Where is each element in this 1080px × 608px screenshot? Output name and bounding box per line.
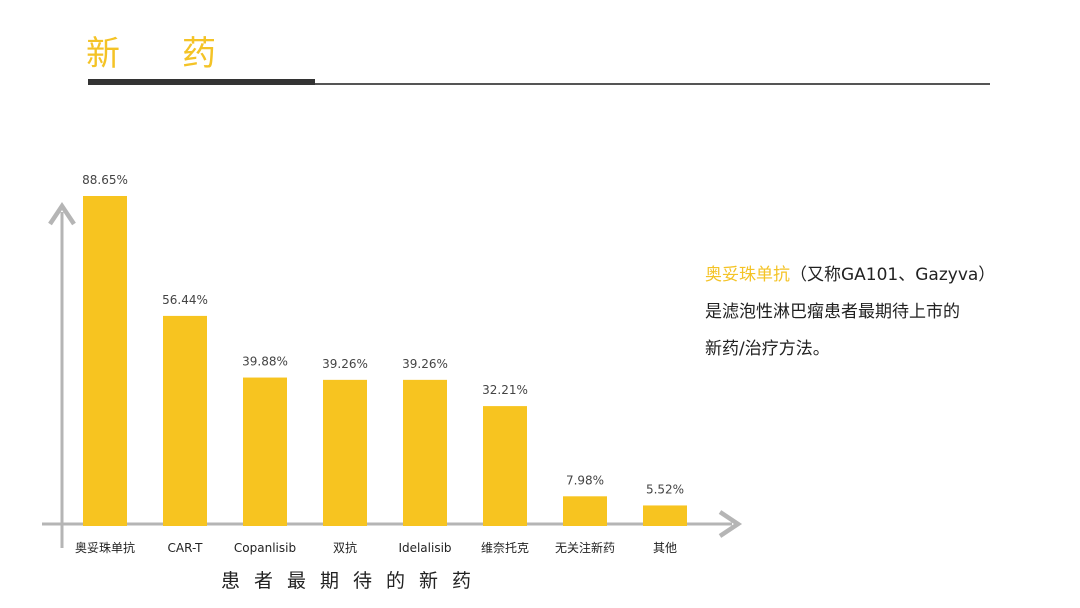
category-label-4: Idelalisib [398,541,451,555]
title-divider-accent [88,79,315,85]
bar-5 [483,406,527,526]
category-label-7: 其他 [653,541,677,555]
bar-7 [643,505,687,526]
value-label-3: 39.26% [322,357,368,371]
category-label-0: 奥妥珠单抗 [75,540,135,555]
title-divider [88,83,990,85]
category-label-1: CAR-T [168,541,204,555]
page-title: 新药 [86,34,278,74]
bar-1 [163,315,207,526]
category-label-2: Copanlisib [234,541,296,555]
side-note-line-2: 是滤泡性淋巴瘤患者最期待上市的 [705,302,960,322]
value-label-7: 5.52% [646,482,684,496]
side-note-highlight: 奥妥珠单抗 [705,265,790,285]
value-label-0: 88.65% [82,173,128,187]
bar-6 [563,496,607,526]
category-label-6: 无关注新药 [555,540,615,555]
value-label-4: 39.26% [402,357,448,371]
bar-4 [403,379,447,526]
category-label-5: 维奈托克 [481,541,529,555]
value-label-5: 32.21% [482,383,528,397]
value-label-6: 7.98% [566,473,604,487]
value-label-2: 39.88% [242,355,288,369]
bar-3 [323,379,367,526]
side-note-line-3: 新药/治疗方法。 [705,339,830,359]
bar-2 [243,377,287,526]
side-note: 奥妥珠单抗（又称GA101、Gazyva） 是滤泡性淋巴瘤患者最期待上市的 新药… [705,257,1050,368]
value-label-1: 56.44% [162,293,208,307]
x-axis-title: 患者最期待的新药 [221,570,486,592]
category-label-3: 双抗 [333,540,357,555]
side-note-line-1-rest: （又称GA101、Gazyva） [790,265,996,285]
side-note-line-1: 奥妥珠单抗（又称GA101、Gazyva） [705,257,1050,294]
bar-0 [83,196,127,526]
